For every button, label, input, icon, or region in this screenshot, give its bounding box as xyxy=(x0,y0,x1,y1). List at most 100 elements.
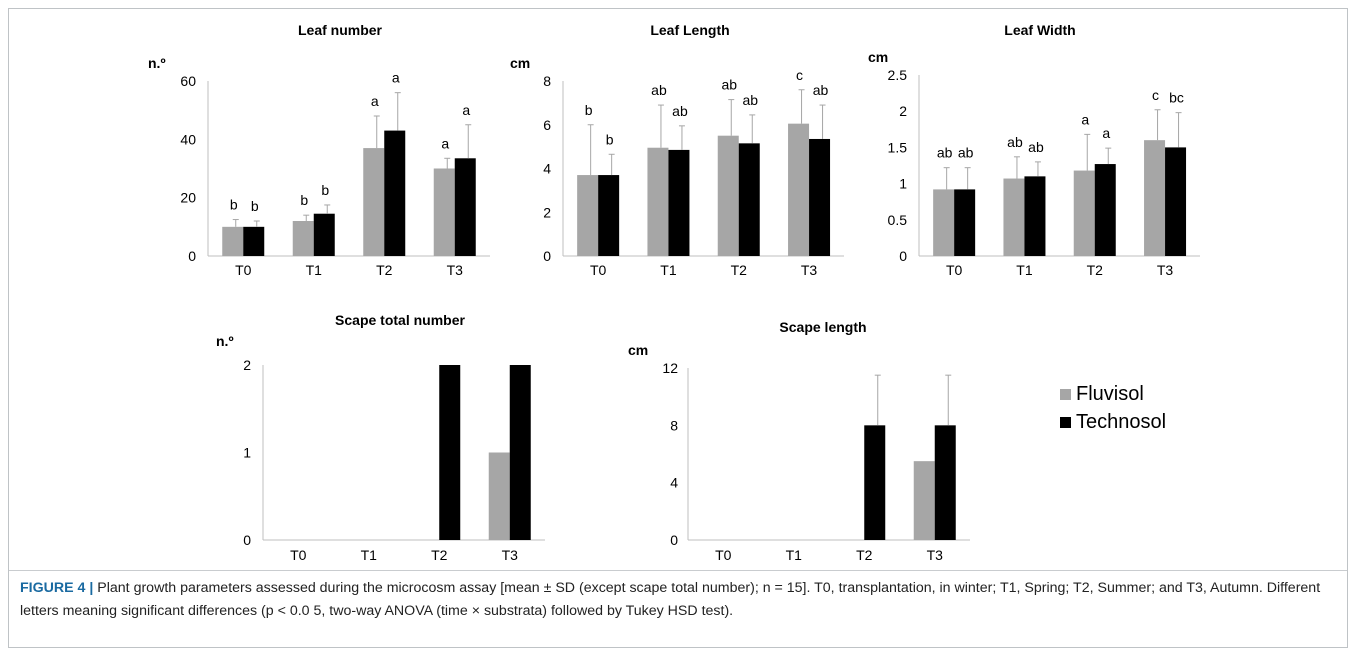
x-tick-label: T1 xyxy=(1016,262,1033,278)
chart-title: Scape total number xyxy=(335,312,465,328)
y-tick-label: 1 xyxy=(243,445,251,461)
chart-title: Leaf Width xyxy=(1004,22,1075,38)
bar-fluvisol xyxy=(717,135,739,256)
x-tick-label: T3 xyxy=(502,547,519,563)
significance-letter: bc xyxy=(1169,90,1184,106)
chart-title: Leaf number xyxy=(298,22,383,38)
x-tick-label: T1 xyxy=(660,262,677,278)
bar-technosol xyxy=(668,149,690,256)
significance-letter: ab xyxy=(651,82,667,98)
bar-technosol xyxy=(954,189,976,256)
bar-technosol xyxy=(313,213,335,256)
significance-letter: b xyxy=(230,197,238,213)
bar-fluvisol xyxy=(363,148,385,256)
significance-letter: ab xyxy=(721,77,737,93)
y-tick-label: 2.5 xyxy=(888,67,908,83)
y-tick-label: 0 xyxy=(188,248,196,264)
x-tick-label: T2 xyxy=(731,262,748,278)
bar-technosol xyxy=(243,226,265,256)
significance-letter: a xyxy=(392,70,400,86)
y-tick-label: 0 xyxy=(899,248,907,264)
significance-letter: b xyxy=(321,182,329,198)
significance-letter: b xyxy=(585,102,593,118)
significance-letter: b xyxy=(251,198,259,214)
x-tick-label: T0 xyxy=(235,262,252,278)
bar-fluvisol xyxy=(577,175,599,256)
y-tick-label: 20 xyxy=(180,190,196,206)
y-tick-label: 0.5 xyxy=(888,212,908,228)
legend-swatch-technosol xyxy=(1060,416,1071,428)
y-tick-label: 12 xyxy=(662,360,678,376)
y-tick-label: 2 xyxy=(543,204,551,220)
bar-technosol xyxy=(864,425,886,540)
x-tick-label: T0 xyxy=(946,262,963,278)
bar-fluvisol xyxy=(1003,178,1025,256)
y-tick-label: 4 xyxy=(670,475,678,491)
legend-item-fluvisol: Fluvisol xyxy=(1060,380,1166,408)
x-tick-label: T3 xyxy=(801,262,818,278)
x-tick-label: T3 xyxy=(1157,262,1174,278)
bar-technosol xyxy=(454,158,476,256)
x-tick-label: T0 xyxy=(715,547,732,563)
bar-technosol xyxy=(1024,176,1046,256)
bar-technosol xyxy=(738,143,760,256)
bar-fluvisol xyxy=(488,452,510,540)
y-tick-label: 8 xyxy=(543,73,551,89)
significance-letter: ab xyxy=(958,145,974,161)
chart-legend: Fluvisol Technosol xyxy=(1060,380,1166,436)
bar-fluvisol xyxy=(647,147,669,256)
caption-divider xyxy=(9,570,1347,571)
bar-technosol xyxy=(1094,164,1116,256)
significance-letter: c xyxy=(796,67,803,83)
bar-technosol xyxy=(809,138,831,256)
y-axis-unit: n.º xyxy=(216,333,234,349)
y-tick-label: 1.5 xyxy=(888,139,908,155)
bar-fluvisol xyxy=(222,226,244,256)
bar-fluvisol xyxy=(913,461,935,540)
y-tick-label: 0 xyxy=(670,532,678,548)
chart-panel-5: Scape length cm 0 4 8 12 T0 T1 T2 T3 xyxy=(628,319,970,563)
legend-label-fluvisol: Fluvisol xyxy=(1076,382,1144,405)
y-axis-unit: cm xyxy=(628,342,648,358)
y-tick-label: 40 xyxy=(180,131,196,147)
x-tick-label: T0 xyxy=(590,262,607,278)
x-tick-label: T2 xyxy=(1087,262,1104,278)
y-axis-unit: cm xyxy=(510,55,530,71)
significance-letter: ab xyxy=(672,103,688,119)
bar-fluvisol xyxy=(1144,140,1166,256)
y-tick-label: 6 xyxy=(543,117,551,133)
significance-letter: ab xyxy=(742,92,758,108)
significance-letter: a xyxy=(1102,125,1110,141)
y-tick-label: 0 xyxy=(543,248,551,264)
significance-letter: a xyxy=(441,135,449,151)
y-tick-label: 2 xyxy=(899,103,907,119)
x-tick-label: T2 xyxy=(856,547,873,563)
y-axis-unit: n.º xyxy=(148,55,166,71)
y-tick-label: 1 xyxy=(899,176,907,192)
y-tick-label: 0 xyxy=(243,532,251,548)
x-tick-label: T2 xyxy=(376,262,393,278)
significance-letter: a xyxy=(462,102,470,118)
bar-technosol xyxy=(1165,147,1187,256)
bar-fluvisol xyxy=(933,189,955,256)
y-tick-label: 60 xyxy=(180,73,196,89)
bar-technosol xyxy=(598,175,620,256)
bar-fluvisol xyxy=(1073,170,1095,256)
significance-letter: c xyxy=(1152,87,1159,103)
bar-technosol xyxy=(509,365,531,540)
chart-title: Leaf Length xyxy=(650,22,729,38)
significance-letter: b xyxy=(300,192,308,208)
significance-letter: ab xyxy=(1007,134,1023,150)
chart-title: Scape length xyxy=(779,319,866,335)
x-tick-label: T3 xyxy=(927,547,944,563)
bar-fluvisol xyxy=(788,123,810,256)
x-tick-label: T1 xyxy=(306,262,323,278)
legend-swatch-fluvisol xyxy=(1060,388,1071,400)
significance-letter: a xyxy=(371,93,379,109)
significance-letter: b xyxy=(606,131,614,147)
legend-item-technosol: Technosol xyxy=(1060,408,1166,436)
